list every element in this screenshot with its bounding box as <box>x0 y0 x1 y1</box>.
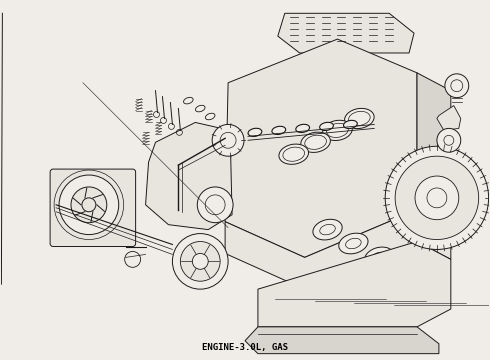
Text: ENGINE-3.0L, GAS: ENGINE-3.0L, GAS <box>202 343 288 352</box>
Circle shape <box>212 125 244 156</box>
Circle shape <box>445 74 469 98</box>
Circle shape <box>59 175 119 235</box>
Ellipse shape <box>279 144 309 164</box>
Circle shape <box>192 253 208 269</box>
Ellipse shape <box>365 247 394 268</box>
Ellipse shape <box>323 120 352 140</box>
Ellipse shape <box>391 261 420 282</box>
Circle shape <box>385 146 489 249</box>
Polygon shape <box>278 13 414 53</box>
Circle shape <box>395 156 479 239</box>
Ellipse shape <box>272 126 286 135</box>
Polygon shape <box>417 73 451 228</box>
Circle shape <box>415 176 459 220</box>
Polygon shape <box>225 210 451 289</box>
Circle shape <box>82 198 96 212</box>
Polygon shape <box>146 122 232 230</box>
FancyBboxPatch shape <box>50 169 136 247</box>
Circle shape <box>71 187 107 223</box>
Circle shape <box>197 187 233 223</box>
Ellipse shape <box>248 128 262 136</box>
Ellipse shape <box>319 122 333 131</box>
Ellipse shape <box>313 219 342 240</box>
Polygon shape <box>437 105 461 130</box>
Ellipse shape <box>296 124 310 132</box>
Circle shape <box>172 234 228 289</box>
Polygon shape <box>225 39 417 257</box>
Polygon shape <box>258 242 451 327</box>
Ellipse shape <box>344 108 374 129</box>
Ellipse shape <box>343 120 357 129</box>
Ellipse shape <box>301 132 330 152</box>
Ellipse shape <box>339 233 368 254</box>
Circle shape <box>180 242 220 281</box>
Circle shape <box>437 129 461 152</box>
Polygon shape <box>245 327 439 354</box>
